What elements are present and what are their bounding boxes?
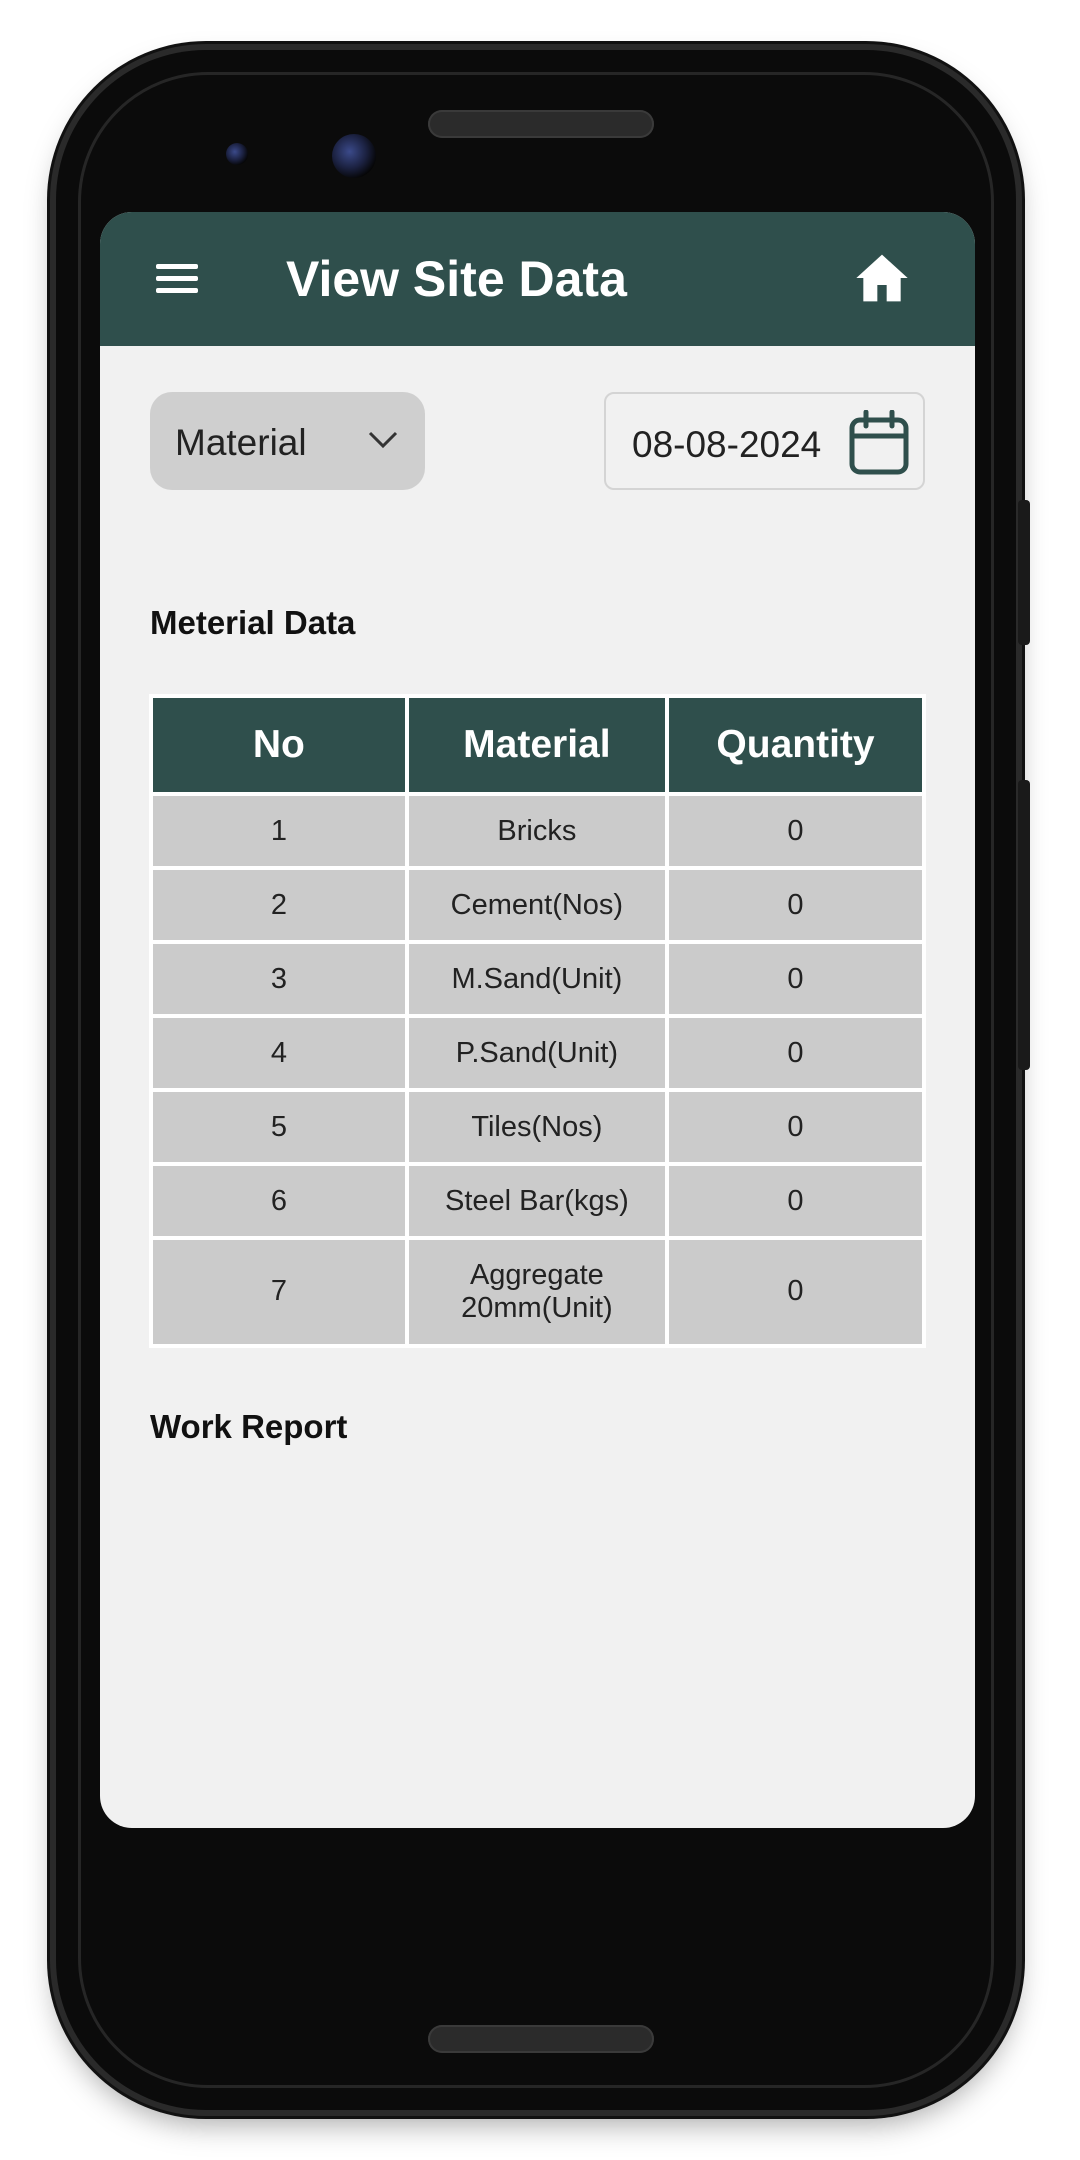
sensor-icon bbox=[226, 143, 248, 165]
page-title: View Site Data bbox=[286, 251, 627, 307]
volume-button bbox=[1018, 780, 1030, 1070]
cell-material: Bricks bbox=[408, 796, 665, 866]
date-picker-field[interactable]: 08-08-2024 bbox=[604, 392, 925, 490]
date-value: 08-08-2024 bbox=[632, 424, 822, 465]
cell-no: 6 bbox=[153, 1166, 405, 1236]
menu-icon[interactable] bbox=[156, 264, 198, 294]
cell-quantity: 0 bbox=[668, 1092, 922, 1162]
table-row: 2 Cement(Nos) 0 bbox=[153, 870, 922, 940]
chevron-down-icon bbox=[368, 431, 398, 449]
calendar-icon[interactable] bbox=[848, 410, 910, 476]
header-no: No bbox=[153, 698, 405, 792]
cell-material: P.Sand(Unit) bbox=[408, 1018, 665, 1088]
table-row: 1 Bricks 0 bbox=[153, 796, 922, 866]
power-button bbox=[1018, 500, 1030, 645]
cell-quantity: 0 bbox=[668, 1240, 922, 1344]
header-quantity: Quantity bbox=[668, 698, 922, 792]
cell-quantity: 0 bbox=[668, 870, 922, 940]
material-table: No Material Quantity 1 Bricks 0 2 Cement… bbox=[149, 694, 926, 1348]
cell-material: Tiles(Nos) bbox=[408, 1092, 665, 1162]
earpiece-speaker bbox=[428, 110, 654, 138]
cell-quantity: 0 bbox=[668, 796, 922, 866]
cell-material: Steel Bar(kgs) bbox=[408, 1166, 665, 1236]
phone-bezel bbox=[78, 72, 994, 2088]
cell-no: 1 bbox=[153, 796, 405, 866]
category-dropdown-value: Material bbox=[175, 422, 307, 463]
table-row: 7 Aggregate 20mm(Unit) 0 bbox=[153, 1240, 922, 1344]
table-header-row: No Material Quantity bbox=[153, 698, 922, 792]
home-icon[interactable] bbox=[854, 252, 910, 304]
work-report-title: Work Report bbox=[150, 1408, 348, 1445]
front-camera-icon bbox=[332, 134, 376, 178]
table-row: 3 M.Sand(Unit) 0 bbox=[153, 944, 922, 1014]
cell-no: 7 bbox=[153, 1240, 405, 1344]
cell-quantity: 0 bbox=[668, 944, 922, 1014]
material-section-title: Meterial Data bbox=[150, 604, 356, 641]
cell-quantity: 0 bbox=[668, 1018, 922, 1088]
header-material: Material bbox=[408, 698, 665, 792]
table-row: 5 Tiles(Nos) 0 bbox=[153, 1092, 922, 1162]
bottom-speaker bbox=[428, 2025, 654, 2053]
cell-no: 5 bbox=[153, 1092, 405, 1162]
cell-quantity: 0 bbox=[668, 1166, 922, 1236]
cell-material: Cement(Nos) bbox=[408, 870, 665, 940]
table-row: 6 Steel Bar(kgs) 0 bbox=[153, 1166, 922, 1236]
cell-material: Aggregate 20mm(Unit) bbox=[408, 1240, 665, 1344]
category-dropdown[interactable]: Material bbox=[150, 392, 425, 490]
app-screen: View Site Data Material 08-08-2024 Meter… bbox=[100, 212, 975, 1828]
app-bar: View Site Data bbox=[100, 212, 975, 346]
phone-frame: View Site Data Material 08-08-2024 Meter… bbox=[56, 50, 1030, 2110]
table-row: 4 P.Sand(Unit) 0 bbox=[153, 1018, 922, 1088]
cell-material: M.Sand(Unit) bbox=[408, 944, 665, 1014]
cell-no: 3 bbox=[153, 944, 405, 1014]
cell-no: 2 bbox=[153, 870, 405, 940]
cell-no: 4 bbox=[153, 1018, 405, 1088]
